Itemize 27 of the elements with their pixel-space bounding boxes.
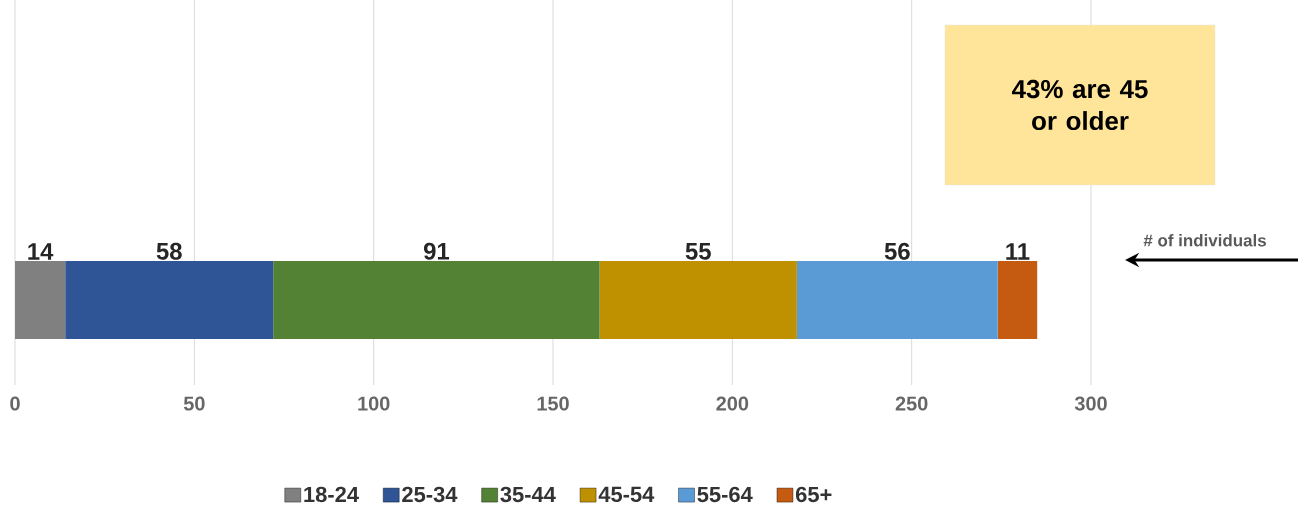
bar — [599, 261, 797, 339]
legend-label: 25-34 — [402, 486, 458, 503]
bar — [273, 261, 600, 339]
legend-label: 55-64 — [697, 486, 753, 503]
legend-label: 35-44 — [500, 486, 556, 503]
legend-label: 65+ — [795, 486, 832, 503]
annotation: 43% are 45 or older — [1011, 79, 1148, 131]
data-label: 55 — [685, 243, 711, 260]
data-label: 58 — [156, 242, 182, 260]
legend-label: 18-24 — [304, 486, 359, 503]
x-tick-label: 50 — [183, 396, 205, 411]
x-tick-label: 150 — [537, 396, 569, 411]
bar — [15, 261, 66, 339]
x-tick-label: 300 — [1074, 396, 1107, 411]
bar — [796, 261, 998, 339]
x-tick-label: 100 — [358, 396, 390, 411]
text: # of individuals — [1143, 234, 1266, 247]
data-label: 56 — [884, 242, 910, 260]
data-label: 14 — [28, 243, 54, 260]
x-tick-label: 0 — [10, 396, 20, 411]
x-tick-label: 250 — [895, 396, 928, 411]
bar — [997, 261, 1038, 339]
x-tick-label: 200 — [716, 396, 749, 411]
bar — [65, 261, 274, 339]
data-label: 91 — [423, 242, 450, 260]
data-label: 11 — [1006, 243, 1030, 260]
legend-label: 45-54 — [598, 486, 655, 503]
